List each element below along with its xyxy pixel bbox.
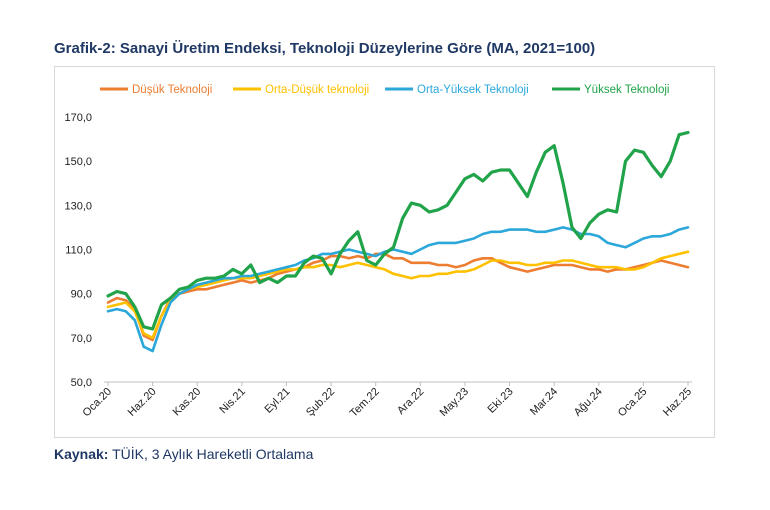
- x-tick-label: Eyl.21: [262, 386, 292, 416]
- legend: Düşük Teknoloji Orta-Düşük teknoloji Orta-…: [100, 84, 669, 96]
- x-tick-label: Ağu.24: [572, 386, 605, 419]
- y-tick-label: 110,0: [65, 245, 92, 257]
- y-tick-label: 150,0: [64, 156, 92, 168]
- legend-label: Düşük Teknoloji: [132, 84, 212, 96]
- x-tick-label: Ara.22: [395, 386, 426, 417]
- x-tick-label: Nis.21: [217, 386, 248, 417]
- x-tick-label: Eki.23: [486, 386, 516, 416]
- series-line-1: [106, 252, 690, 342]
- series-line-4: [106, 130, 690, 331]
- series-line-2: [106, 250, 690, 340]
- y-tick-label: 130,0: [64, 200, 92, 212]
- x-tick-label: Oca.25: [616, 386, 650, 420]
- legend-label: Yüksek Teknoloji: [584, 84, 669, 96]
- source-note: Kaynak: TÜİK, 3 Aylık Hareketli Ortalama: [54, 446, 313, 462]
- x-tick-label: Tem.22: [348, 386, 382, 420]
- y-axis: 50,0 70,0 90,0 110,0 130,0 150,0 170,0: [64, 112, 92, 389]
- x-tick-label: Şub.22: [304, 386, 337, 419]
- source-label: Kaynak:: [54, 446, 109, 462]
- legend-label: Orta-Yüksek Teknoloji: [417, 84, 529, 96]
- y-tick-label: 90,0: [71, 289, 92, 301]
- source-text: TÜİK, 3 Aylık Hareketli Ortalama: [112, 446, 314, 462]
- x-tick-label: Haz.25: [661, 386, 694, 419]
- x-tick-label: Oca.20: [81, 386, 115, 420]
- x-tick-label: Haz.20: [126, 386, 159, 419]
- x-tick-label: Kas.20: [171, 386, 204, 419]
- y-tick-label: 50,0: [71, 377, 92, 389]
- legend-label: Orta-Düşük teknoloji: [265, 84, 369, 96]
- x-axis: Oca.20 Haz.20 Kas.20 Nis.21 Eyl.21 Şub.22 Tem.…: [81, 381, 694, 420]
- chart-title: Grafik-2: Sanayi Üretim Endeksi, Teknolo…: [54, 40, 596, 57]
- y-tick-label: 70,0: [71, 333, 92, 345]
- series-lines: [106, 130, 690, 353]
- chart-frame: [54, 66, 715, 438]
- x-tick-label: Mar.24: [528, 386, 560, 418]
- x-tick-label: May.23: [438, 386, 471, 419]
- y-tick-label: 170,0: [64, 112, 92, 124]
- series-line-3: [106, 226, 690, 353]
